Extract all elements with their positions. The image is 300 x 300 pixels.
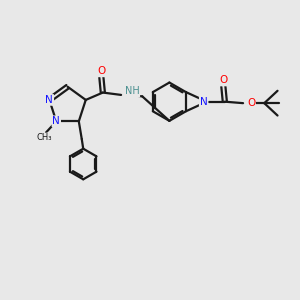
- Text: O: O: [97, 66, 106, 76]
- Text: N: N: [200, 97, 208, 107]
- Text: O: O: [247, 98, 255, 108]
- Text: O: O: [219, 76, 227, 85]
- Text: CH₃: CH₃: [37, 133, 52, 142]
- Text: N: N: [46, 95, 53, 105]
- Text: N: N: [52, 116, 60, 126]
- Text: NH: NH: [124, 86, 140, 96]
